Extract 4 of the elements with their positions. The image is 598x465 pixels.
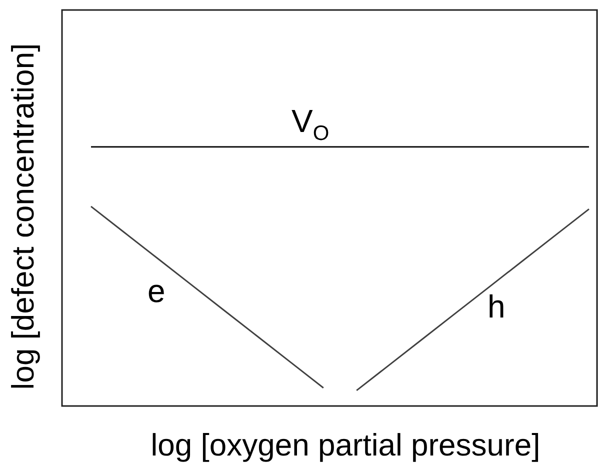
- y-axis-title: log [defect concentration]: [6, 43, 40, 390]
- x-axis-title: log [oxygen partial pressure]: [150, 428, 540, 462]
- series-label: e: [148, 272, 166, 309]
- series-label: h: [488, 288, 506, 324]
